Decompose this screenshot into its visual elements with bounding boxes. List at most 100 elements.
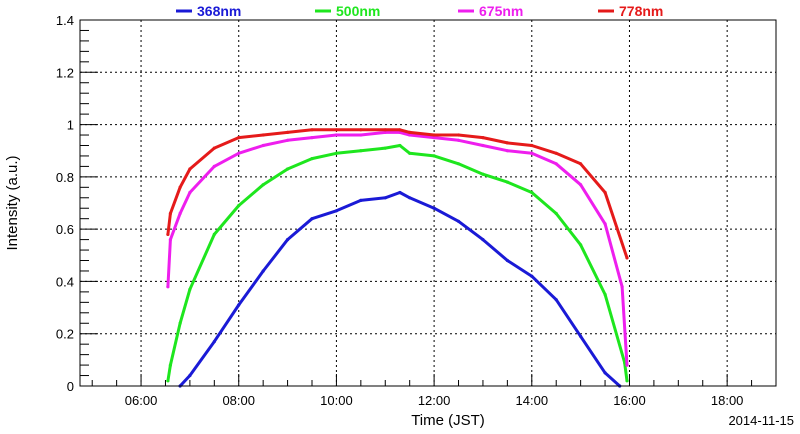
data-point-675nm [554, 162, 558, 166]
data-point-368nm [554, 298, 558, 302]
data-point-778nm [530, 143, 534, 148]
data-point-368nm [603, 371, 607, 375]
data-point-778nm [178, 185, 182, 189]
grid-layer [80, 20, 776, 386]
y-tick-label: 1.2 [56, 65, 74, 80]
data-point-368nm [310, 217, 314, 221]
y-tick-label: 1 [67, 118, 74, 133]
data-point-675nm [383, 130, 387, 134]
data-point-500nm [168, 363, 172, 367]
data-point-675nm [625, 363, 629, 367]
data-point-500nm [530, 190, 534, 195]
data-point-500nm [334, 151, 338, 155]
data-point-500nm [188, 287, 192, 291]
data-point-500nm [237, 204, 241, 208]
legend-label-500nm: 500nm [336, 3, 380, 19]
data-point-778nm [188, 167, 192, 171]
data-point-778nm [579, 162, 583, 166]
data-point-675nm [530, 151, 534, 155]
data-point-368nm [188, 373, 192, 378]
data-point-368nm [505, 258, 509, 263]
data-point-368nm [261, 269, 265, 273]
data-point-500nm [625, 379, 629, 383]
data-point-778nm [383, 128, 387, 132]
plot-frame [79, 19, 777, 387]
data-point-675nm [579, 183, 583, 187]
series-line-500nm [166, 144, 629, 383]
x-tick-label: 12:00 [418, 393, 451, 408]
date-label: 2014-11-15 [728, 413, 794, 428]
legend-label-368nm: 368nm [197, 3, 241, 19]
legend-label-675nm: 675nm [479, 3, 523, 19]
data-point-778nm [432, 133, 436, 137]
data-point-675nm [408, 133, 412, 137]
data-point-500nm [178, 321, 182, 325]
data-point-368nm [286, 238, 290, 242]
y-tick-label: 0.4 [56, 274, 74, 289]
data-point-368nm [383, 196, 387, 200]
data-point-778nm [481, 136, 485, 140]
data-point-778nm [310, 128, 314, 132]
data-point-368nm [359, 198, 363, 202]
data-point-675nm [168, 238, 172, 242]
x-tick-label: 10:00 [320, 393, 353, 408]
data-point-368nm [432, 206, 436, 210]
data-point-675nm [188, 190, 192, 195]
data-point-778nm [625, 256, 629, 260]
data-point-675nm [310, 136, 314, 140]
data-point-368nm [212, 340, 216, 344]
data-point-368nm [398, 190, 402, 195]
data-point-368nm [334, 209, 338, 213]
data-point-368nm [579, 334, 583, 338]
data-point-778nm [505, 141, 509, 145]
data-point-778nm [398, 128, 402, 132]
data-point-675nm [620, 285, 624, 289]
data-point-778nm [261, 133, 265, 137]
y-tick-label: 1.4 [56, 13, 74, 28]
data-point-500nm [286, 167, 290, 171]
data-point-500nm [456, 162, 461, 166]
data-point-368nm [456, 219, 461, 223]
y-tick-label: 0 [67, 379, 74, 394]
data-point-500nm [505, 180, 509, 184]
data-point-675nm [334, 133, 338, 137]
data-point-675nm [481, 143, 485, 148]
data-point-500nm [166, 379, 170, 383]
data-point-500nm [408, 151, 412, 155]
data-point-675nm [286, 138, 290, 142]
data-point-500nm [554, 211, 558, 216]
data-point-675nm [359, 133, 363, 137]
data-point-500nm [398, 143, 402, 148]
data-point-500nm [261, 183, 265, 187]
data-point-675nm [398, 130, 402, 134]
data-point-368nm [237, 303, 241, 307]
legend: 368nm 500nm 675nm 778nm [176, 3, 663, 19]
data-point-368nm [408, 196, 412, 200]
data-point-675nm [432, 136, 436, 140]
data-point-778nm [286, 130, 290, 134]
y-axis-title: Intensity (a.u.) [4, 155, 21, 250]
data-point-675nm [178, 211, 182, 216]
data-point-778nm [334, 128, 338, 132]
data-point-675nm [603, 222, 607, 226]
y-tick-label: 0.6 [56, 222, 74, 237]
data-point-778nm [456, 133, 461, 137]
data-point-500nm [481, 172, 485, 176]
series-line-368nm [178, 191, 622, 388]
data-point-500nm [359, 149, 363, 153]
data-point-778nm [166, 232, 170, 236]
series-line-675nm [166, 130, 629, 367]
x-tick-label: 14:00 [516, 393, 549, 408]
data-point-675nm [212, 164, 216, 168]
data-point-500nm [603, 292, 607, 297]
data-point-675nm [456, 138, 461, 142]
data-point-368nm [530, 274, 534, 278]
data-point-778nm [237, 136, 241, 140]
data-point-778nm [603, 190, 607, 195]
data-point-500nm [383, 146, 387, 150]
data-point-778nm [168, 211, 172, 216]
data-point-675nm [166, 285, 170, 289]
series-layer [166, 128, 629, 388]
